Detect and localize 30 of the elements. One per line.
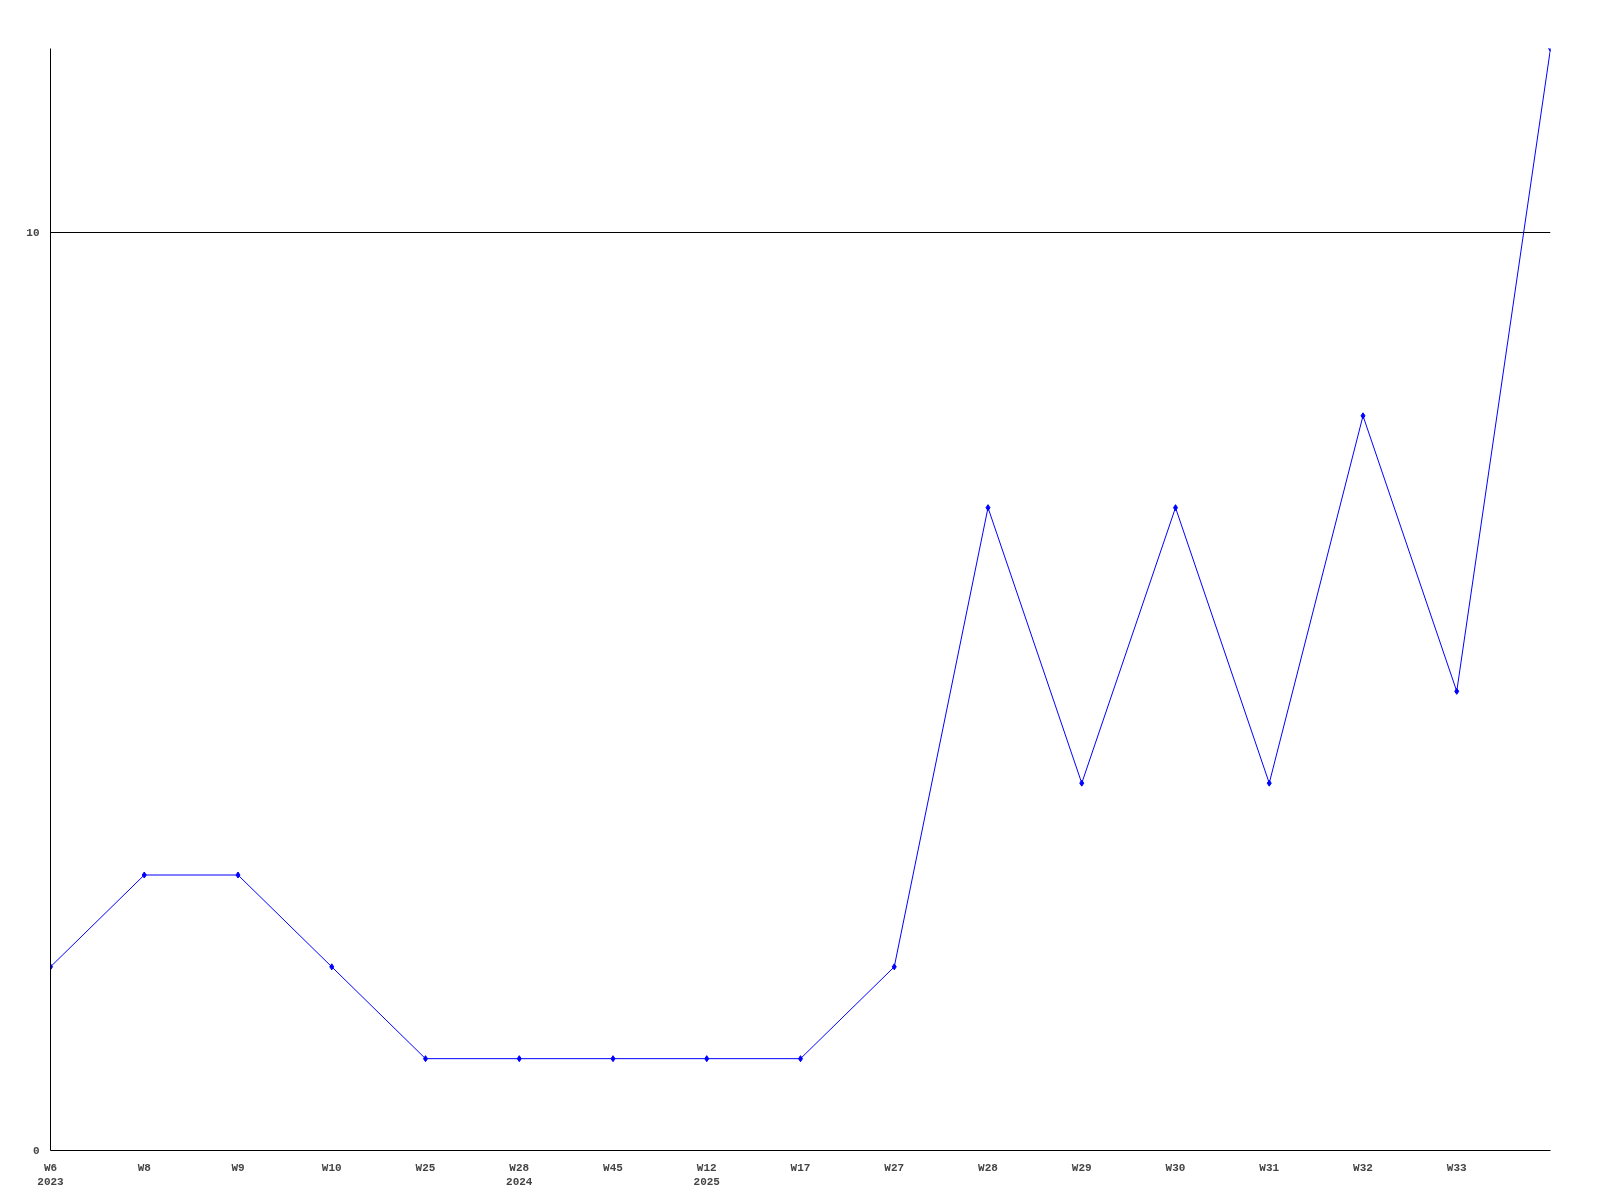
x-tick-label: W30 bbox=[1165, 1161, 1186, 1174]
point bbox=[610, 1055, 616, 1063]
point bbox=[1360, 412, 1366, 420]
point bbox=[985, 504, 991, 512]
x-tick-label: W25 bbox=[415, 1161, 436, 1174]
point bbox=[704, 1055, 710, 1063]
x-tick-label: W29 bbox=[1071, 1161, 1092, 1174]
point bbox=[1266, 779, 1272, 787]
x-tick-label: W17 bbox=[790, 1161, 811, 1174]
y-tick-label: 10 bbox=[26, 226, 40, 239]
point bbox=[1079, 779, 1085, 787]
x-tick-label: W6 2023 bbox=[37, 1161, 65, 1188]
y-tick-label: 0 bbox=[32, 1145, 40, 1157]
x-tick-label: W27 bbox=[884, 1161, 905, 1174]
x-tick-label: W31 bbox=[1259, 1161, 1280, 1174]
x-tick-label: W32 bbox=[1353, 1161, 1373, 1174]
point bbox=[235, 871, 241, 879]
x-tick-label: W12 2025 bbox=[693, 1161, 721, 1188]
point bbox=[516, 1055, 522, 1063]
x-tick-label: W33 bbox=[1446, 1161, 1468, 1174]
point bbox=[141, 871, 147, 879]
point bbox=[1454, 687, 1460, 695]
x-tick-label: W10 bbox=[321, 1161, 342, 1174]
x-tick-label: W9 bbox=[231, 1161, 245, 1174]
x-tick-label: W28 bbox=[978, 1161, 999, 1174]
x-tick-label: W45 bbox=[603, 1161, 624, 1174]
point bbox=[891, 963, 897, 971]
x-tick-label: W8 bbox=[137, 1161, 152, 1174]
point bbox=[329, 963, 335, 971]
x-tick-label: W28 2024 bbox=[506, 1161, 533, 1188]
